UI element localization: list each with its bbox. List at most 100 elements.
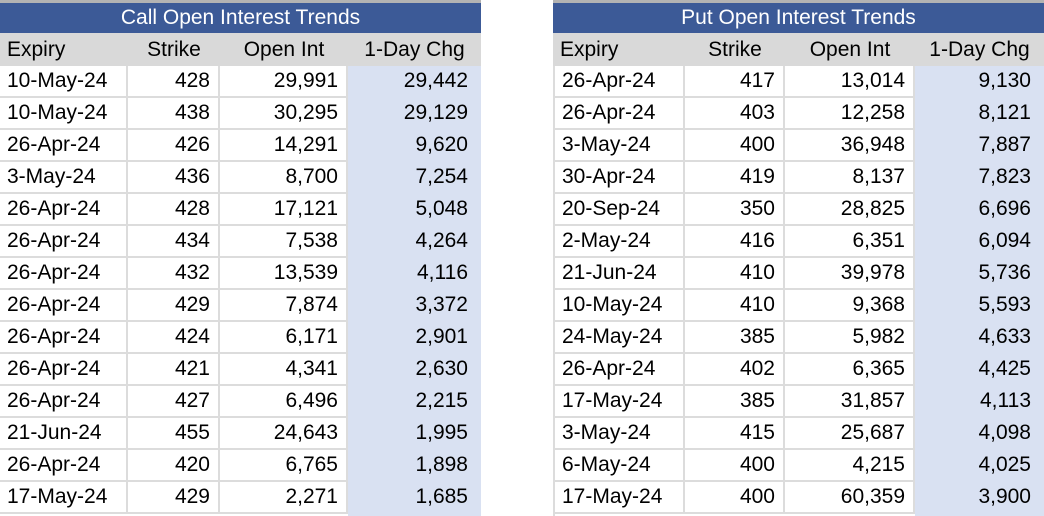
one-day-chg-cell[interactable]: 8,121 bbox=[915, 98, 1044, 130]
one-day-chg-cell[interactable]: 9,130 bbox=[915, 66, 1044, 98]
strike-cell[interactable]: 410 bbox=[685, 258, 785, 290]
expiry-cell[interactable]: 24-May-24 bbox=[553, 322, 685, 354]
expiry-cell[interactable]: 21-Jun-24 bbox=[0, 418, 128, 450]
one-day-chg-cell[interactable]: 6,696 bbox=[915, 194, 1044, 226]
open-int-cell[interactable]: 6,171 bbox=[220, 322, 348, 354]
open-int-cell[interactable]: 9,368 bbox=[785, 290, 915, 322]
expiry-cell[interactable]: 21-Jun-24 bbox=[553, 258, 685, 290]
strike-cell[interactable]: 428 bbox=[128, 194, 220, 226]
one-day-chg-cell[interactable]: 5,736 bbox=[915, 258, 1044, 290]
strike-cell[interactable]: 424 bbox=[128, 322, 220, 354]
one-day-chg-cell[interactable]: 1,685 bbox=[348, 482, 481, 514]
one-day-chg-cell[interactable]: 4,425 bbox=[915, 354, 1044, 386]
open-int-cell[interactable]: 36,948 bbox=[785, 130, 915, 162]
strike-cell[interactable]: 417 bbox=[685, 66, 785, 98]
strike-cell[interactable]: 415 bbox=[685, 418, 785, 450]
column-header-strike[interactable]: Strike bbox=[708, 38, 762, 61]
strike-cell[interactable]: 385 bbox=[685, 386, 785, 418]
strike-cell[interactable]: 416 bbox=[685, 226, 785, 258]
expiry-cell[interactable]: 26-Apr-24 bbox=[0, 290, 128, 322]
strike-cell[interactable]: 420 bbox=[128, 450, 220, 482]
expiry-cell[interactable]: 2-May-24 bbox=[553, 226, 685, 258]
strike-cell[interactable]: 421 bbox=[128, 354, 220, 386]
one-day-chg-cell[interactable]: 7,823 bbox=[915, 162, 1044, 194]
expiry-cell[interactable]: 26-Apr-24 bbox=[0, 130, 128, 162]
open-int-cell[interactable]: 7,874 bbox=[220, 290, 348, 322]
expiry-cell[interactable]: 17-May-24 bbox=[553, 482, 685, 514]
strike-cell[interactable]: 400 bbox=[685, 130, 785, 162]
strike-cell[interactable]: 427 bbox=[128, 386, 220, 418]
expiry-cell[interactable]: 17-May-24 bbox=[553, 386, 685, 418]
one-day-chg-cell[interactable]: 4,116 bbox=[348, 258, 481, 290]
one-day-chg-cell[interactable]: 4,025 bbox=[915, 450, 1044, 482]
strike-cell[interactable]: 410 bbox=[685, 290, 785, 322]
expiry-cell[interactable]: 20-Sep-24 bbox=[553, 194, 685, 226]
column-header-expiry[interactable]: Expiry bbox=[7, 38, 66, 61]
one-day-chg-cell[interactable]: 1,995 bbox=[348, 418, 481, 450]
strike-cell[interactable]: 426 bbox=[128, 130, 220, 162]
expiry-cell[interactable]: 10-May-24 bbox=[0, 98, 128, 130]
one-day-chg-cell[interactable]: 4,264 bbox=[348, 226, 481, 258]
expiry-cell[interactable]: 26-Apr-24 bbox=[553, 66, 685, 98]
expiry-cell[interactable]: 3-May-24 bbox=[553, 130, 685, 162]
strike-cell[interactable]: 434 bbox=[128, 226, 220, 258]
expiry-cell[interactable]: 30-Apr-24 bbox=[553, 162, 685, 194]
column-header-strike[interactable]: Strike bbox=[147, 38, 201, 61]
one-day-chg-cell[interactable]: 5,048 bbox=[348, 194, 481, 226]
open-int-cell[interactable]: 4,341 bbox=[220, 354, 348, 386]
strike-cell[interactable]: 432 bbox=[128, 258, 220, 290]
expiry-cell[interactable]: 3-May-24 bbox=[553, 418, 685, 450]
open-int-cell[interactable]: 31,857 bbox=[785, 386, 915, 418]
expiry-cell[interactable]: 6-May-24 bbox=[553, 450, 685, 482]
open-int-cell[interactable]: 2,271 bbox=[220, 482, 348, 514]
open-int-cell[interactable]: 6,496 bbox=[220, 386, 348, 418]
one-day-chg-cell[interactable]: 2,901 bbox=[348, 322, 481, 354]
open-int-cell[interactable]: 28,825 bbox=[785, 194, 915, 226]
expiry-cell[interactable]: 26-Apr-24 bbox=[0, 450, 128, 482]
strike-cell[interactable]: 429 bbox=[128, 482, 220, 514]
expiry-cell[interactable]: 26-Apr-24 bbox=[0, 194, 128, 226]
strike-cell[interactable]: 385 bbox=[685, 322, 785, 354]
one-day-chg-cell[interactable]: 4,633 bbox=[915, 322, 1044, 354]
open-int-cell[interactable]: 14,291 bbox=[220, 130, 348, 162]
column-header-1-day-chg[interactable]: 1-Day Chg bbox=[364, 38, 465, 61]
strike-cell[interactable]: 455 bbox=[128, 418, 220, 450]
one-day-chg-cell[interactable]: 3,900 bbox=[915, 482, 1044, 514]
open-int-cell[interactable]: 39,978 bbox=[785, 258, 915, 290]
open-int-cell[interactable]: 30,295 bbox=[220, 98, 348, 130]
expiry-cell[interactable]: 17-May-24 bbox=[0, 482, 128, 514]
expiry-cell[interactable]: 10-May-24 bbox=[0, 66, 128, 98]
open-int-cell[interactable]: 29,991 bbox=[220, 66, 348, 98]
strike-cell[interactable]: 400 bbox=[685, 450, 785, 482]
one-day-chg-cell[interactable]: 2,215 bbox=[348, 386, 481, 418]
open-int-cell[interactable]: 6,765 bbox=[220, 450, 348, 482]
one-day-chg-cell[interactable]: 29,442 bbox=[348, 66, 481, 98]
column-header-open-int[interactable]: Open Int bbox=[809, 38, 891, 61]
expiry-cell[interactable]: 26-Apr-24 bbox=[553, 98, 685, 130]
one-day-chg-cell[interactable]: 5,593 bbox=[915, 290, 1044, 322]
one-day-chg-cell[interactable]: 7,887 bbox=[915, 130, 1044, 162]
one-day-chg-cell[interactable]: 9,620 bbox=[348, 130, 481, 162]
expiry-cell[interactable]: 26-Apr-24 bbox=[0, 258, 128, 290]
column-header-1-day-chg[interactable]: 1-Day Chg bbox=[929, 38, 1030, 61]
open-int-cell[interactable]: 4,215 bbox=[785, 450, 915, 482]
expiry-cell[interactable]: 26-Apr-24 bbox=[0, 354, 128, 386]
open-int-cell[interactable]: 6,351 bbox=[785, 226, 915, 258]
strike-cell[interactable]: 429 bbox=[128, 290, 220, 322]
one-day-chg-cell[interactable]: 7,254 bbox=[348, 162, 481, 194]
strike-cell[interactable]: 419 bbox=[685, 162, 785, 194]
one-day-chg-cell[interactable]: 6,094 bbox=[915, 226, 1044, 258]
one-day-chg-cell[interactable]: 4,113 bbox=[915, 386, 1044, 418]
strike-cell[interactable]: 400 bbox=[685, 482, 785, 514]
expiry-cell[interactable]: 26-Apr-24 bbox=[0, 386, 128, 418]
one-day-chg-cell[interactable]: 2,630 bbox=[348, 354, 481, 386]
open-int-cell[interactable]: 17,121 bbox=[220, 194, 348, 226]
strike-cell[interactable]: 350 bbox=[685, 194, 785, 226]
strike-cell[interactable]: 428 bbox=[128, 66, 220, 98]
open-int-cell[interactable]: 12,258 bbox=[785, 98, 915, 130]
open-int-cell[interactable]: 7,538 bbox=[220, 226, 348, 258]
one-day-chg-cell[interactable]: 4,098 bbox=[915, 418, 1044, 450]
expiry-cell[interactable]: 26-Apr-24 bbox=[0, 226, 128, 258]
open-int-cell[interactable]: 6,365 bbox=[785, 354, 915, 386]
expiry-cell[interactable]: 3-May-24 bbox=[0, 162, 128, 194]
